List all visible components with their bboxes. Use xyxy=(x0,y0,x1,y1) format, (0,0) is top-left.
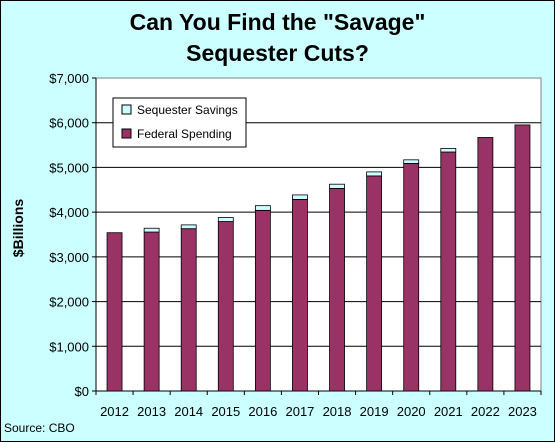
bar-federal-spending xyxy=(366,175,383,392)
x-tick-label: 2018 xyxy=(323,404,352,419)
bar-sequester-savings xyxy=(254,205,271,211)
x-tick-labels: 2012 2013 2014 2015 2016 2017 2018 2019 2020 2021… xyxy=(95,391,542,419)
bar-federal-spending xyxy=(514,124,531,392)
chart-title-line2: Sequester Cuts? xyxy=(186,40,369,66)
bar-sequester-savings xyxy=(403,159,420,164)
bar-sequester-savings xyxy=(292,194,308,200)
y-tick-label: $6,000 xyxy=(49,116,89,131)
bar-federal-spending xyxy=(440,151,457,392)
y-tick-label: $1,000 xyxy=(49,339,89,354)
legend-label-sequester-savings: Sequester Savings xyxy=(137,103,238,117)
x-tick-label: 2012 xyxy=(100,404,129,419)
x-tick-label: 2020 xyxy=(397,404,426,419)
x-tick-label: 2015 xyxy=(211,404,240,419)
y-tick-label: $2,000 xyxy=(49,295,89,310)
bars xyxy=(106,124,531,392)
legend-swatch-federal-spending xyxy=(121,128,132,139)
x-tick-label: 2013 xyxy=(137,404,166,419)
bar-federal-spending xyxy=(106,232,123,392)
bar-federal-spending xyxy=(403,163,420,392)
bar-sequester-savings xyxy=(143,227,160,233)
source-note: Source: CBO xyxy=(4,421,75,435)
x-tick-label: 2023 xyxy=(508,404,537,419)
y-tick-label: $3,000 xyxy=(49,250,89,265)
bar-federal-spending xyxy=(477,137,494,392)
bar-sequester-savings xyxy=(180,224,197,230)
bar-sequester-savings xyxy=(366,171,383,177)
y-tick-labels: $0 $1,000 $2,000 $3,000 $4,000 $5,000 $6,000 $7… xyxy=(49,71,96,399)
bar-sequester-savings xyxy=(329,183,345,189)
x-tick-label: 2017 xyxy=(285,404,314,419)
x-tick-label: 2016 xyxy=(248,404,277,419)
legend-label-federal-spending: Federal Spending xyxy=(137,127,232,141)
bar-sequester-savings xyxy=(217,217,234,222)
chart-title-line1: Can You Find the "Savage" xyxy=(129,9,426,35)
legend: Sequester Savings Federal Spending xyxy=(112,97,247,148)
x-tick-label: 2022 xyxy=(471,404,500,419)
x-tick-label: 2021 xyxy=(434,404,463,419)
y-tick-label: $4,000 xyxy=(49,205,89,220)
y-tick-label: $0 xyxy=(75,384,89,399)
bar-federal-spending xyxy=(180,228,197,392)
legend-swatch-sequester-savings xyxy=(121,104,132,115)
legend-box xyxy=(112,97,247,148)
bar-sequester-savings xyxy=(440,148,457,153)
x-tick-label: 2019 xyxy=(360,404,389,419)
bar-federal-spending xyxy=(143,231,160,392)
bar-federal-spending xyxy=(292,198,308,392)
x-tick-label: 2014 xyxy=(174,404,203,419)
bar-federal-spending xyxy=(329,188,345,392)
bar-federal-spending xyxy=(217,221,234,392)
y-tick-label: $7,000 xyxy=(49,71,89,86)
y-tick-label: $5,000 xyxy=(49,160,89,175)
bar-federal-spending xyxy=(254,209,271,392)
